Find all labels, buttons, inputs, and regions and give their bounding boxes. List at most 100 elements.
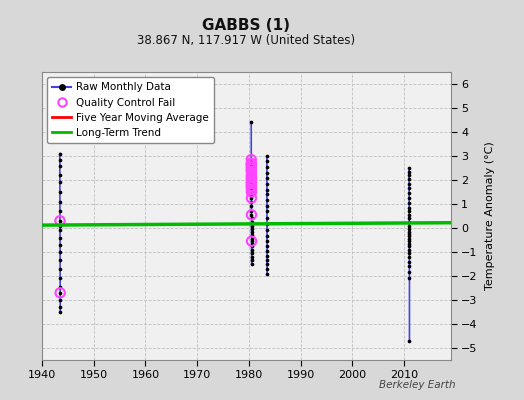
Point — [263, 257, 271, 264]
Point — [247, 222, 256, 229]
Point — [405, 236, 413, 242]
Point — [56, 249, 64, 255]
Point — [247, 208, 256, 214]
Point — [56, 156, 64, 163]
Point — [56, 218, 64, 224]
Point — [247, 156, 255, 163]
Point — [247, 212, 256, 218]
Point — [405, 215, 413, 222]
Point — [247, 174, 256, 181]
Point — [405, 228, 413, 235]
Point — [247, 183, 256, 189]
Point — [56, 275, 64, 282]
Point — [247, 180, 256, 187]
Point — [247, 226, 256, 232]
Point — [405, 190, 413, 196]
Point — [247, 232, 256, 238]
Point — [405, 263, 413, 270]
Point — [405, 176, 413, 182]
Point — [405, 226, 413, 232]
Point — [405, 275, 413, 282]
Point — [247, 215, 256, 222]
Point — [247, 195, 256, 201]
Point — [263, 215, 271, 222]
Point — [247, 166, 256, 172]
Point — [247, 164, 256, 170]
Point — [56, 242, 64, 248]
Point — [56, 218, 64, 224]
Point — [405, 258, 413, 265]
Point — [56, 162, 64, 169]
Point — [56, 309, 64, 315]
Point — [405, 231, 413, 237]
Point — [56, 150, 64, 157]
Point — [263, 158, 271, 164]
Point — [247, 177, 256, 183]
Point — [263, 153, 271, 159]
Point — [263, 164, 271, 170]
Text: Berkeley Earth: Berkeley Earth — [379, 380, 456, 390]
Point — [56, 290, 64, 296]
Point — [263, 261, 271, 267]
Point — [247, 190, 256, 196]
Point — [263, 170, 271, 176]
Point — [247, 203, 256, 210]
Y-axis label: Temperature Anomaly (°C): Temperature Anomaly (°C) — [485, 142, 495, 290]
Point — [405, 200, 413, 206]
Point — [405, 243, 413, 249]
Point — [247, 156, 255, 163]
Point — [247, 243, 256, 249]
Point — [247, 160, 256, 166]
Point — [247, 161, 256, 168]
Point — [247, 166, 256, 172]
Point — [247, 257, 256, 264]
Point — [263, 227, 271, 234]
Point — [56, 234, 64, 241]
Point — [405, 338, 413, 344]
Point — [247, 240, 256, 247]
Point — [56, 179, 64, 186]
Point — [405, 165, 413, 171]
Point — [405, 208, 413, 214]
Point — [247, 186, 256, 193]
Point — [247, 177, 256, 183]
Point — [247, 160, 256, 166]
Point — [247, 180, 256, 187]
Point — [247, 172, 256, 178]
Point — [247, 168, 256, 175]
Point — [405, 238, 413, 244]
Point — [247, 246, 256, 253]
Point — [247, 228, 256, 235]
Point — [405, 195, 413, 201]
Point — [405, 254, 413, 260]
Point — [56, 297, 64, 303]
Point — [247, 184, 256, 190]
Point — [247, 161, 256, 168]
Point — [247, 174, 256, 181]
Point — [405, 269, 413, 276]
Point — [263, 208, 271, 214]
Point — [247, 186, 256, 193]
Point — [247, 179, 256, 186]
Point — [263, 180, 271, 187]
Point — [247, 198, 256, 205]
Point — [405, 233, 413, 240]
Text: 38.867 N, 117.917 W (United States): 38.867 N, 117.917 W (United States) — [137, 34, 355, 47]
Point — [247, 195, 256, 201]
Point — [247, 192, 256, 199]
Point — [405, 204, 413, 211]
Point — [247, 219, 256, 225]
Point — [405, 250, 413, 256]
Point — [56, 266, 64, 272]
Point — [405, 240, 413, 247]
Point — [405, 219, 413, 225]
Point — [56, 198, 64, 205]
Point — [247, 189, 256, 195]
Point — [263, 221, 271, 228]
Point — [56, 290, 64, 296]
Point — [56, 257, 64, 264]
Point — [263, 270, 271, 277]
Legend: Raw Monthly Data, Quality Control Fail, Five Year Moving Average, Long-Term Tren: Raw Monthly Data, Quality Control Fail, … — [47, 77, 214, 143]
Point — [405, 212, 413, 218]
Point — [263, 203, 271, 210]
